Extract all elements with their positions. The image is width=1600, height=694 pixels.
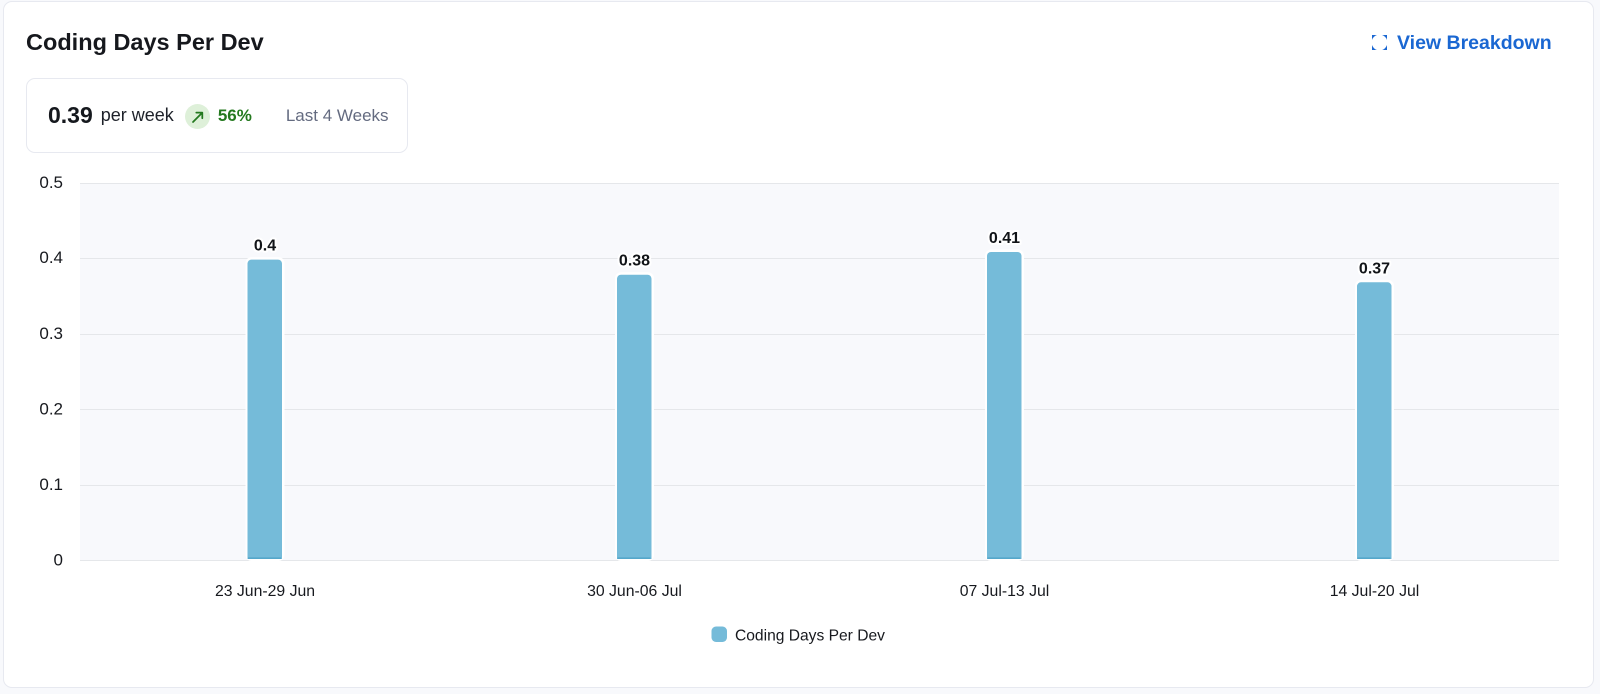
svg-text:0.3: 0.3	[39, 324, 63, 343]
svg-text:0.37: 0.37	[1359, 260, 1390, 277]
svg-text:30 Jun-06 Jul: 30 Jun-06 Jul	[587, 583, 682, 600]
svg-text:0.5: 0.5	[39, 173, 63, 192]
svg-text:0.2: 0.2	[39, 399, 63, 418]
svg-text:0.4: 0.4	[39, 248, 63, 267]
svg-text:0.41: 0.41	[989, 230, 1020, 247]
svg-text:Coding Days Per Dev: Coding Days Per Dev	[735, 628, 885, 645]
svg-text:14 Jul-20 Jul: 14 Jul-20 Jul	[1330, 583, 1420, 600]
svg-text:0.4: 0.4	[254, 238, 276, 255]
svg-text:0: 0	[54, 551, 63, 570]
svg-text:07 Jul-13 Jul: 07 Jul-13 Jul	[960, 583, 1050, 600]
svg-text:23 Jun-29 Jun: 23 Jun-29 Jun	[215, 583, 315, 600]
svg-text:0.1: 0.1	[39, 475, 63, 494]
svg-text:0.38: 0.38	[619, 253, 650, 270]
